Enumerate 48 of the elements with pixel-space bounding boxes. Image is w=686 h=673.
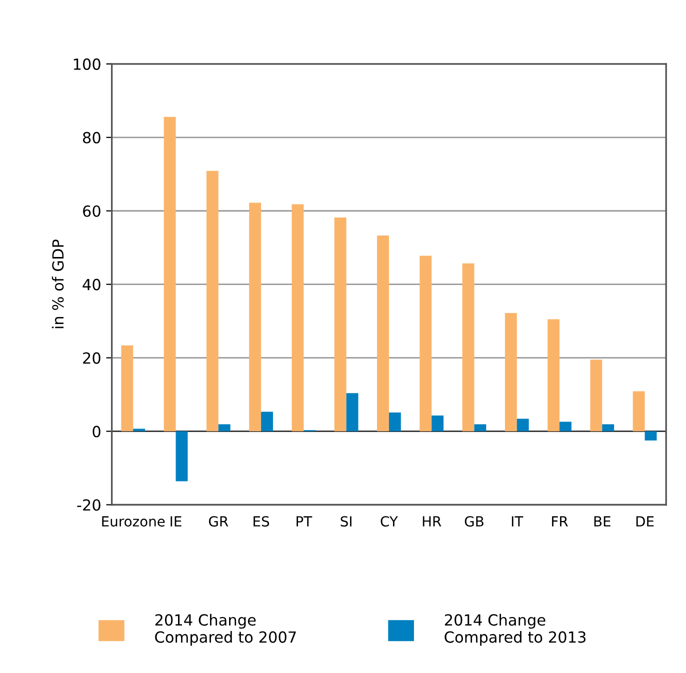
bar	[218, 424, 230, 432]
x-tick-label: IT	[512, 516, 524, 526]
x-tick-label: GR	[208, 516, 228, 527]
bar	[249, 202, 262, 432]
y-tick-label: 20	[83, 352, 100, 364]
y-tick-label: 60	[83, 205, 100, 217]
bar	[462, 263, 474, 432]
bar	[176, 431, 188, 482]
x-tick-label: Eurozone	[102, 516, 165, 527]
bar	[121, 345, 134, 432]
x-tick-label: SI	[340, 516, 352, 527]
bar	[644, 431, 657, 440]
x-tick-label: ES	[254, 516, 270, 527]
y-tick-label: -20	[77, 499, 100, 511]
bar	[261, 412, 273, 432]
y-axis-title: in % of GDP	[52, 240, 64, 328]
bar	[206, 170, 218, 432]
bar	[432, 415, 444, 432]
legend-label: 2014 Change Compared to 2013	[444, 614, 586, 646]
x-tick-label: GB	[464, 516, 484, 527]
bar	[164, 116, 176, 432]
y-tick-label: 100	[74, 58, 100, 70]
y-tick-label: 80	[82, 132, 100, 144]
bar	[590, 360, 602, 432]
bar	[560, 422, 572, 432]
bar	[474, 424, 486, 432]
x-tick-label: CY	[380, 516, 398, 527]
bar	[377, 235, 389, 432]
bar	[632, 391, 645, 432]
x-tick-label: IE	[170, 516, 182, 526]
bar	[548, 319, 560, 432]
bar	[602, 424, 614, 432]
bar	[388, 412, 401, 432]
bar	[292, 204, 304, 432]
y-tick-label: 40	[82, 278, 100, 290]
legend-label: 2014 Change Compared to 2007	[155, 614, 296, 646]
bar	[504, 312, 517, 432]
x-tick-label: HR	[422, 516, 442, 526]
x-tick-label: DE	[636, 516, 654, 526]
x-tick-label: PT	[296, 516, 312, 526]
bar	[420, 256, 432, 432]
bar	[334, 217, 346, 432]
bar	[516, 418, 529, 432]
x-tick-label: BE	[594, 516, 610, 526]
x-tick-label: FR	[552, 516, 568, 526]
bar	[346, 393, 358, 432]
bar	[133, 428, 146, 432]
y-tick-label: 0	[92, 426, 100, 438]
